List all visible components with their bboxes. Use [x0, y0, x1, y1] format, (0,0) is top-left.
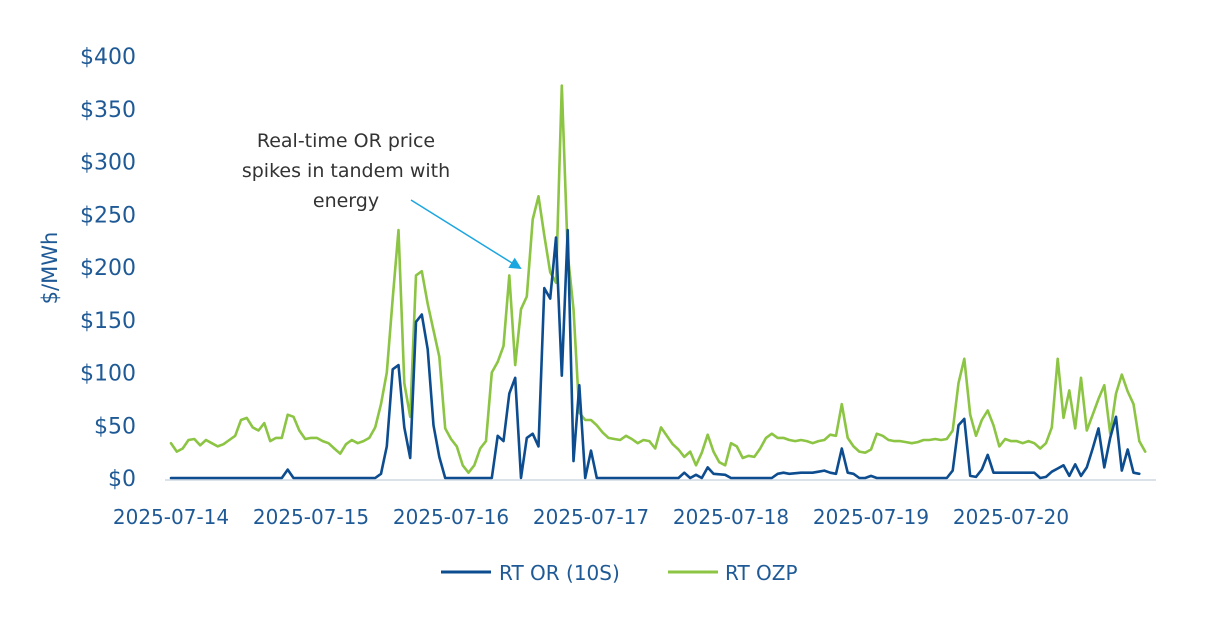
x-tick-label: 2025-07-20 — [953, 505, 1069, 529]
x-tick-label: 2025-07-18 — [673, 505, 789, 529]
y-tick-label: $400 — [80, 45, 136, 70]
y-axis-label: $/MWh — [38, 232, 62, 305]
y-tick-label: $0 — [108, 467, 136, 492]
legend: RT OR (10S) RT OZP — [441, 561, 798, 585]
y-tick-label: $100 — [80, 362, 136, 387]
annotation-line-2: spikes in tandem with — [242, 160, 450, 182]
x-tick-label: 2025-07-14 — [113, 505, 229, 529]
y-tick-label: $250 — [80, 203, 136, 228]
annotation: Real-time OR price spikes in tandem with… — [242, 130, 522, 270]
annotation-arrow — [410, 199, 522, 270]
y-tick-label: $300 — [80, 151, 136, 176]
legend-label-rt-ozp: RT OZP — [725, 561, 798, 585]
x-tick-label: 2025-07-19 — [813, 505, 929, 529]
legend-label-rt-or: RT OR (10S) — [499, 561, 620, 585]
x-tick-labels: 2025-07-14 2025-07-15 2025-07-16 2025-07-17… — [113, 505, 1069, 529]
x-tick-label: 2025-07-16 — [393, 505, 509, 529]
y-tick-label: $200 — [80, 256, 136, 281]
x-tick-label: 2025-07-17 — [533, 505, 649, 529]
y-tick-labels: $0 $50 $100 $150 $200 $250 $300 $350 $400 — [80, 45, 136, 492]
series-line-rt-or — [169, 228, 1141, 480]
x-tick-label: 2025-07-15 — [253, 505, 369, 529]
annotation-line-3: energy — [313, 190, 379, 212]
series-line-rt-ozp — [169, 84, 1147, 475]
series-layer — [169, 84, 1147, 480]
y-tick-label: $350 — [80, 98, 136, 123]
annotation-line-1: Real-time OR price — [257, 130, 435, 152]
y-tick-label: $150 — [80, 309, 136, 334]
y-tick-label: $50 — [94, 414, 136, 439]
